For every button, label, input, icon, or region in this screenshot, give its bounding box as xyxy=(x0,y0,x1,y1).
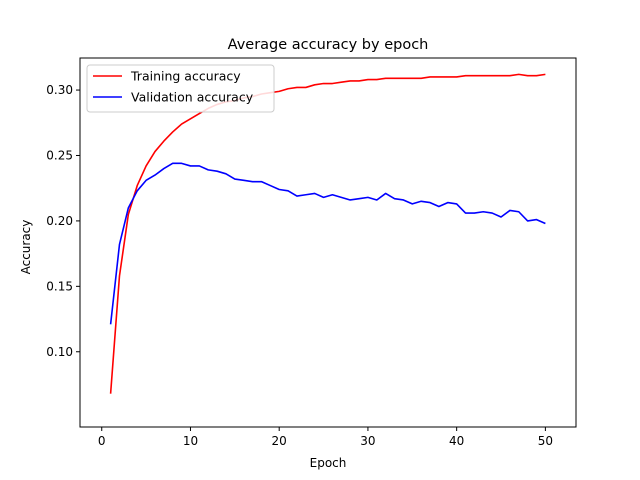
y-tick-label: 0.30 xyxy=(46,83,73,97)
series-layer xyxy=(109,73,546,394)
x-tick-label: 10 xyxy=(183,434,198,448)
x-tick-label: 50 xyxy=(538,434,553,448)
series-line-validation xyxy=(109,162,546,325)
x-tick-label: 20 xyxy=(272,434,287,448)
series-line-training xyxy=(109,73,546,394)
chart-title: Average accuracy by epoch xyxy=(228,37,429,53)
x-tick-label: 30 xyxy=(360,434,375,448)
y-tick-label: 0.25 xyxy=(46,148,73,162)
legend-label-training: Training accuracy xyxy=(130,69,241,84)
x-tick-label: 0 xyxy=(98,434,106,448)
y-axis-label: Accuracy xyxy=(19,220,33,275)
x-tick-label: 40 xyxy=(449,434,464,448)
y-tick-label: 0.15 xyxy=(46,279,73,293)
plot-frame xyxy=(79,57,577,428)
x-axis-label: Epoch xyxy=(310,456,347,470)
legend: Training accuracy Validation accuracy xyxy=(86,64,275,113)
y-tick-label: 0.20 xyxy=(46,214,73,228)
legend-box xyxy=(86,64,275,113)
legend-label-validation: Validation accuracy xyxy=(131,90,254,105)
axes-layer: 0 10 20 30 40 50 0.10 0.15 0.20 0.25 0.30 xyxy=(46,57,577,448)
y-tick-label: 0.10 xyxy=(46,345,73,359)
